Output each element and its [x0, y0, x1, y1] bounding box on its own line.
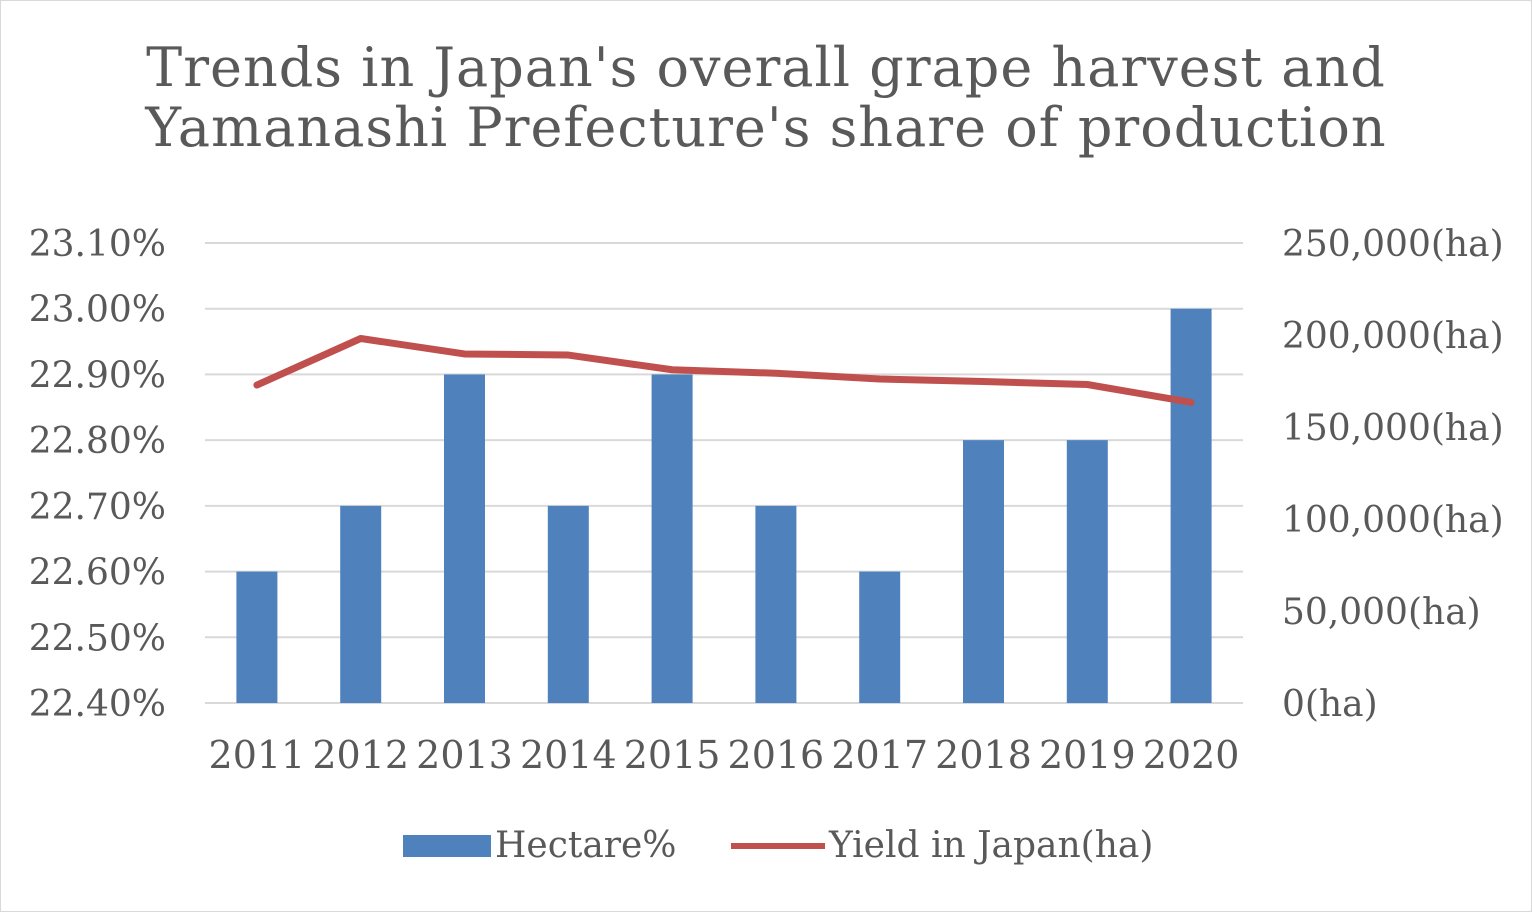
right-tick-label: 50,000(ha)	[1282, 592, 1481, 633]
right-tick-label: 100,000(ha)	[1282, 500, 1504, 541]
left-tick-label: 23.00%	[29, 290, 166, 331]
legend-label-bar: Hectare%	[495, 825, 677, 866]
left-tick-label: 22.70%	[29, 487, 166, 528]
x-tick-label: 2019	[1039, 733, 1136, 777]
bar-2017	[859, 571, 901, 703]
x-tick-label: 2015	[624, 733, 721, 777]
legend-label-line: Yield in Japan(ha)	[829, 825, 1154, 866]
bar-2016	[755, 505, 797, 703]
x-tick-label: 2017	[831, 733, 928, 777]
left-tick-label: 22.90%	[29, 355, 166, 396]
x-tick-label: 2014	[520, 733, 617, 777]
line-series	[253, 334, 1195, 406]
x-tick-label: 2012	[312, 733, 409, 777]
bar-2015	[651, 374, 693, 703]
left-tick-label: 22.40%	[29, 684, 166, 725]
x-tick-label: 2011	[209, 733, 306, 777]
yield-line	[253, 334, 1195, 406]
left-tick-label: 22.60%	[29, 553, 166, 594]
x-tick-label: 2018	[935, 733, 1032, 777]
chart-title-line-1: Trends in Japan's overall grape harvest …	[146, 36, 1386, 99]
right-tick-label: 150,000(ha)	[1282, 408, 1504, 449]
bar-2011	[236, 571, 278, 703]
left-tick-label: 22.50%	[29, 618, 166, 659]
x-tick-label: 2020	[1143, 733, 1240, 777]
legend-swatch-line	[731, 843, 825, 849]
right-y-axis: 0(ha) 50,000(ha) 100,000(ha) 150,000(ha) 200…	[1282, 224, 1504, 725]
left-y-axis: 22.40% 22.50% 22.60% 22.70% 22.80% 22.90% 23.0…	[29, 224, 166, 725]
right-tick-label: 250,000(ha)	[1282, 224, 1504, 265]
bar-2014	[547, 505, 589, 703]
x-axis: 2011 2012 2013 2014 2015 2016 2017 2018 2019 2020	[209, 733, 1240, 777]
legend-item-bar: Hectare%	[403, 822, 677, 870]
left-tick-label: 23.10%	[29, 224, 166, 265]
x-tick-label: 2016	[728, 733, 825, 777]
chart-title-line-2: Yamanashi Prefecture's share of producti…	[145, 96, 1387, 159]
legend: Hectare% Yield in Japan(ha)	[0, 822, 1532, 870]
left-tick-label: 22.80%	[29, 421, 166, 462]
bar-2013	[444, 374, 485, 703]
bar-2019	[1066, 440, 1108, 703]
bar-2018	[963, 440, 1004, 703]
legend-swatch-bar	[403, 835, 491, 857]
bar-2020	[1170, 308, 1212, 703]
bar-series	[236, 308, 1212, 703]
right-tick-label: 0(ha)	[1282, 684, 1378, 725]
chart-title: Trends in Japan's overall grape harvest …	[0, 38, 1532, 158]
x-tick-label: 2013	[416, 733, 513, 777]
legend-item-line: Yield in Japan(ha)	[731, 822, 1153, 870]
right-tick-label: 200,000(ha)	[1282, 316, 1504, 357]
bar-2012	[340, 505, 382, 703]
